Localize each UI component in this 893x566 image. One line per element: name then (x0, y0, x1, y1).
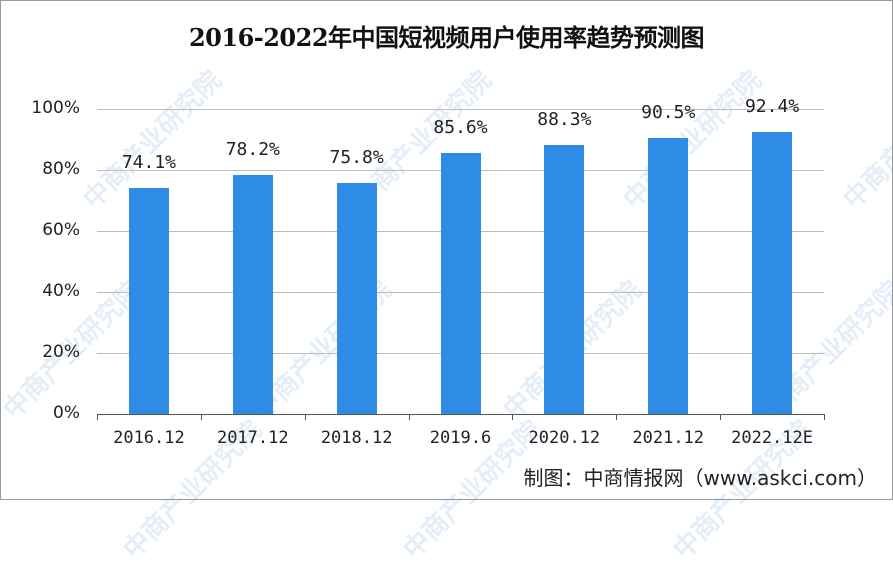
bar-value-label: 88.3% (537, 108, 592, 130)
y-tick-label: 60% (42, 220, 80, 240)
x-tick-mark (512, 414, 514, 420)
bar-value-label: 90.5% (641, 101, 696, 123)
bar-value-label: 92.4% (744, 96, 800, 118)
bar (440, 152, 481, 414)
y-tick-label: 100% (31, 98, 80, 118)
y-tick-label: 0% (53, 403, 80, 423)
bar-value-label: 74.1% (121, 151, 177, 173)
chart-title: 2016-2022年中国短视频用户使用率趋势预测图 (188, 23, 705, 52)
x-tick-label: 2022.12E (731, 428, 813, 448)
x-tick-label: 2016.12 (113, 428, 185, 448)
x-tick-mark (200, 414, 202, 420)
bar (648, 137, 689, 414)
bar (336, 182, 377, 414)
x-tick-mark (97, 414, 98, 420)
bar (128, 187, 169, 414)
x-tick-mark (408, 414, 410, 420)
x-tick-mark (720, 414, 722, 420)
x-tick-mark (616, 414, 618, 420)
gridline (97, 109, 824, 110)
bar (232, 175, 273, 414)
bar-value-label: 75.8% (329, 146, 384, 168)
x-axis-line (97, 414, 824, 415)
source-credit: 制图：中商情报网（www.askci.com） (523, 466, 877, 490)
x-tick-label: 2020.12 (528, 428, 601, 448)
bar-value-label: 85.6% (433, 116, 488, 138)
x-tick-label: 2017.12 (216, 428, 289, 448)
y-tick-label: 40% (42, 281, 80, 301)
x-tick-label: 2018.12 (320, 428, 393, 448)
x-tick-label: 2019.6 (429, 428, 492, 448)
x-tick-label: 2021.12 (632, 428, 705, 448)
x-tick-mark (304, 414, 306, 420)
y-tick-label: 20% (42, 342, 80, 362)
x-tick-mark (824, 414, 825, 420)
y-tick-label: 80% (42, 159, 80, 179)
bar (544, 144, 585, 414)
bar (752, 132, 793, 414)
bar-value-label: 78.2% (225, 139, 280, 161)
